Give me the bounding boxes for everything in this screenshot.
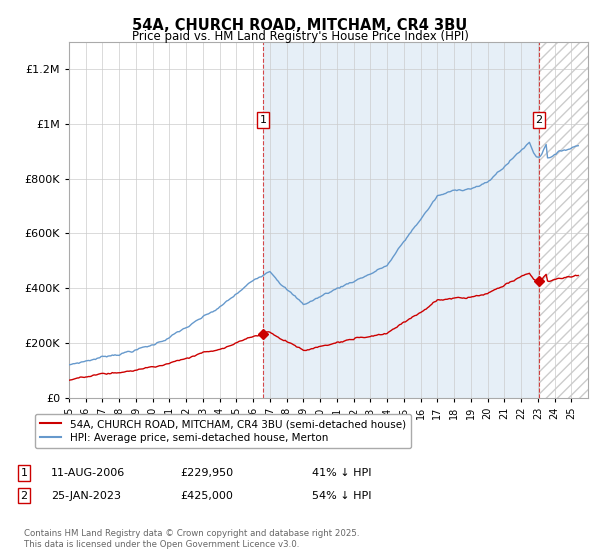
Text: £229,950: £229,950 bbox=[180, 468, 233, 478]
Text: £425,000: £425,000 bbox=[180, 491, 233, 501]
Text: 1: 1 bbox=[260, 115, 267, 125]
Bar bbox=[263, 42, 539, 398]
Text: 2: 2 bbox=[535, 115, 542, 125]
Text: 54% ↓ HPI: 54% ↓ HPI bbox=[312, 491, 371, 501]
Bar bbox=[539, 42, 600, 398]
Text: 25-JAN-2023: 25-JAN-2023 bbox=[51, 491, 121, 501]
Text: 54A, CHURCH ROAD, MITCHAM, CR4 3BU: 54A, CHURCH ROAD, MITCHAM, CR4 3BU bbox=[133, 18, 467, 34]
Text: 2: 2 bbox=[20, 491, 28, 501]
Text: Price paid vs. HM Land Registry's House Price Index (HPI): Price paid vs. HM Land Registry's House … bbox=[131, 30, 469, 43]
Text: 41% ↓ HPI: 41% ↓ HPI bbox=[312, 468, 371, 478]
Legend: 54A, CHURCH ROAD, MITCHAM, CR4 3BU (semi-detached house), HPI: Average price, se: 54A, CHURCH ROAD, MITCHAM, CR4 3BU (semi… bbox=[35, 414, 411, 449]
Text: Contains HM Land Registry data © Crown copyright and database right 2025.
This d: Contains HM Land Registry data © Crown c… bbox=[24, 529, 359, 549]
Text: 1: 1 bbox=[20, 468, 28, 478]
Text: 11-AUG-2006: 11-AUG-2006 bbox=[51, 468, 125, 478]
